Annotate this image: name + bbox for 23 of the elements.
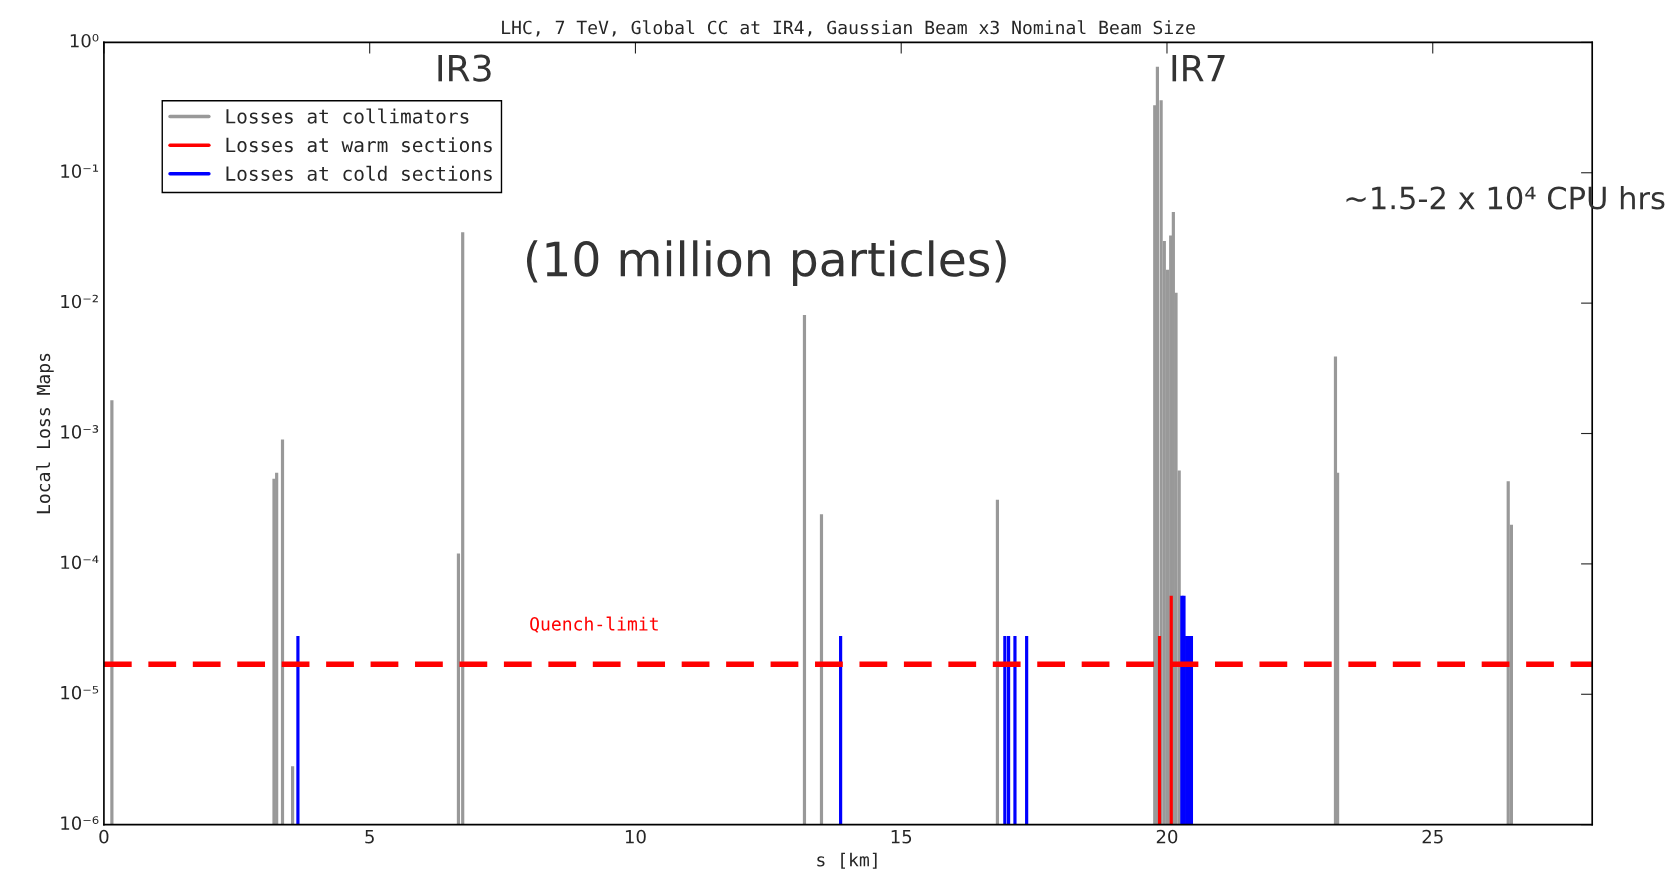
y-tick-label: 10⁻⁴: [61, 555, 99, 570]
legend-label: Losses at collimators: [226, 108, 469, 124]
y-tick-label: 10⁻²: [61, 294, 98, 309]
legend-label: Losses at warm sections: [226, 137, 492, 153]
y-tick-label: 10⁰: [70, 33, 99, 48]
annotation: IR3: [438, 54, 491, 82]
y-tick-label: 10⁻⁵: [61, 685, 99, 700]
x-tick-label: 5: [365, 830, 374, 844]
x-tick-label: 20: [1156, 829, 1178, 844]
y-tick-label: 10⁻⁶: [61, 816, 99, 830]
y-axis-title: Local Loss Maps: [36, 353, 54, 514]
y-tick-label: 10⁻³: [61, 425, 99, 439]
x-tick-label: 15: [891, 830, 912, 844]
annotation: (10 million particles): [526, 240, 1006, 286]
x-tick-label: 25: [1422, 829, 1443, 844]
x-tick-label: 0: [99, 829, 109, 844]
x-axis-title: s [km]: [817, 852, 877, 869]
chart-title: LHC, 7 TeV, Global CC at IR4, Gaussian Beam x3 Nominal Beam Size: [502, 20, 1195, 37]
legend-label: Losses at cold sections: [226, 165, 492, 181]
ref-line-label: Quench-limit: [530, 616, 658, 633]
x-tick-label: 10: [625, 829, 646, 844]
y-tick-label: 10⁻¹: [61, 164, 99, 178]
annotation: IR7: [1172, 55, 1225, 82]
